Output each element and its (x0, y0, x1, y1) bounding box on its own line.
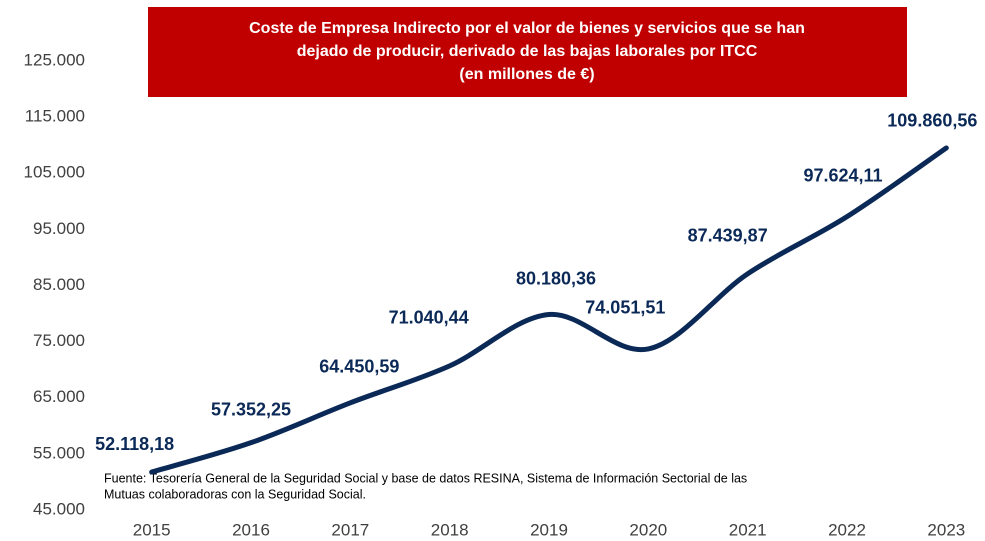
y-tick-label: 125.000 (24, 50, 85, 69)
y-tick-label: 65.000 (33, 387, 85, 406)
y-tick-label: 105.000 (24, 163, 85, 182)
y-tick-label: 85.000 (33, 275, 85, 294)
source-note: Fuente: Tesorería General de la Segurida… (104, 471, 747, 485)
y-tick-label: 45.000 (33, 499, 85, 518)
x-tick-label: 2019 (530, 520, 568, 539)
data-label: 71.040,44 (389, 308, 469, 328)
chart-title: dejado de producir, derivado de las baja… (297, 43, 758, 60)
y-tick-label: 55.000 (33, 443, 85, 462)
data-label: 109.860,56 (887, 111, 977, 131)
x-tick-label: 2020 (629, 520, 667, 539)
data-label: 87.439,87 (688, 226, 768, 246)
data-label: 52.118,18 (95, 434, 174, 454)
x-tick-label: 2022 (828, 520, 866, 539)
chart-title: (en millones de €) (459, 66, 594, 83)
chart-title: Coste de Empresa Indirecto por el valor … (249, 20, 805, 37)
x-tick-label: 2018 (431, 520, 469, 539)
data-label: 74.051,51 (585, 298, 665, 318)
title-box (148, 7, 907, 97)
data-label: 64.450,59 (319, 357, 399, 377)
x-tick-label: 2023 (927, 520, 965, 539)
y-tick-label: 75.000 (33, 331, 85, 350)
y-tick-label: 115.000 (25, 107, 85, 126)
x-tick-label: 2017 (331, 520, 369, 539)
x-tick-label: 2016 (232, 520, 270, 539)
data-label: 97.624,11 (803, 165, 882, 185)
data-label: 57.352,25 (211, 399, 291, 419)
x-tick-label: 2015 (133, 520, 171, 539)
source-note: Mutuas colaboradoras con la Seguridad So… (104, 487, 366, 501)
x-tick-label: 2021 (729, 520, 767, 539)
y-tick-label: 95.000 (33, 219, 85, 238)
data-line (149, 145, 949, 475)
data-label: 80.180,36 (516, 268, 596, 288)
